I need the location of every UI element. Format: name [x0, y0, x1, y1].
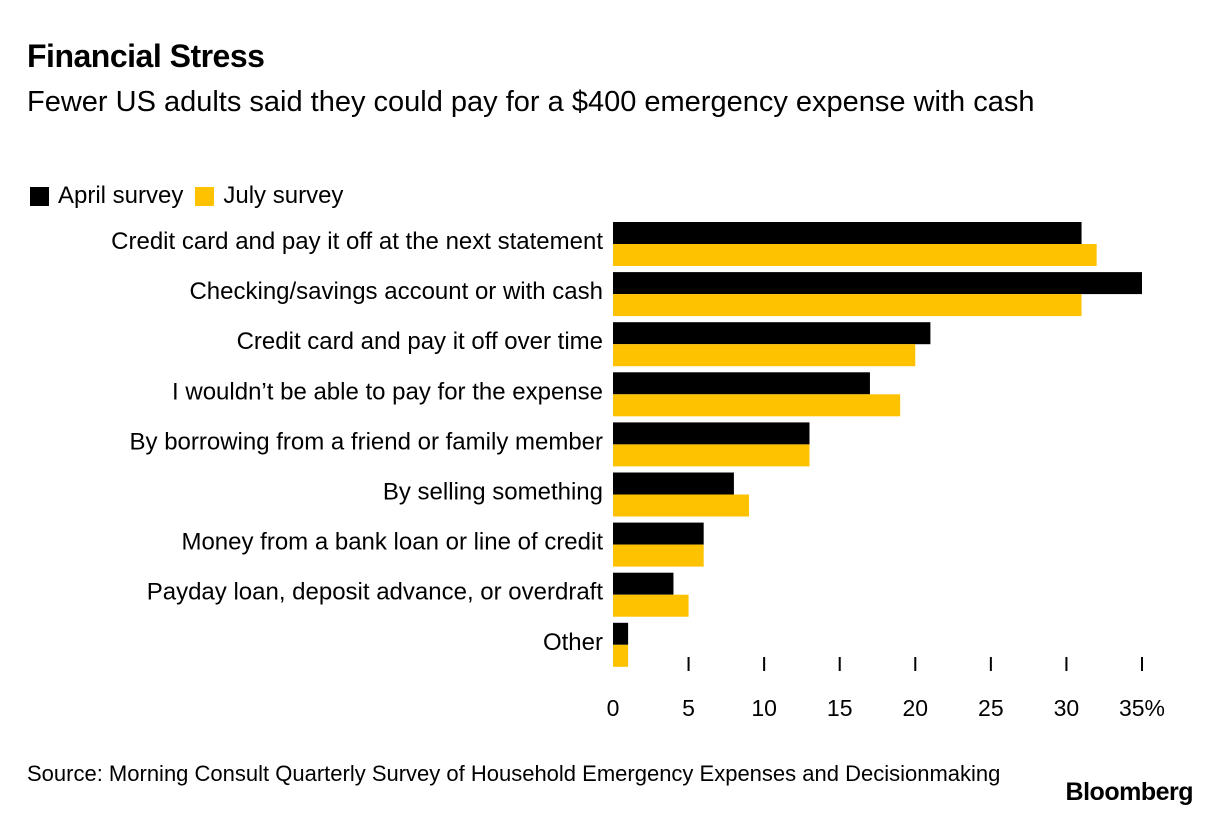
legend-item-april: April survey [30, 182, 183, 210]
x-tick-label: 0 [607, 695, 620, 721]
legend-label-april: April survey [58, 182, 184, 209]
bar-july [613, 494, 750, 517]
category-label: Checking/savings account or with cash [189, 278, 603, 305]
bar-july [613, 244, 1097, 266]
category-label: I wouldn’t be able to pay for the expens… [172, 378, 603, 405]
category-label: By borrowing from a friend or family mem… [130, 428, 603, 455]
chart-subtitle: Fewer US adults said they could pay for … [27, 86, 1035, 118]
category-label: By selling something [383, 479, 603, 506]
category-label: Other [543, 629, 603, 656]
bar-april [613, 572, 674, 595]
x-tick-label: 20 [902, 695, 928, 721]
bar-april [613, 222, 1082, 244]
bar-july [613, 594, 689, 617]
x-tick-label: 30 [1054, 695, 1080, 721]
source-note: Source: Morning Consult Quarterly Survey… [27, 761, 1001, 786]
bar-chart: Credit card and pay it off at the next s… [111, 222, 1165, 721]
legend-swatch-april [30, 186, 49, 206]
category-label: Credit card and pay it off over time [237, 328, 603, 355]
x-tick-label: 25 [978, 695, 1004, 721]
bar-april [613, 522, 704, 545]
bar-july [613, 294, 1082, 317]
category-label: Credit card and pay it off at the next s… [111, 228, 603, 255]
bloomberg-logo: Bloomberg [1065, 778, 1194, 806]
category-label: Money from a bank loan or line of credit [181, 529, 603, 556]
x-tick-label: 5 [682, 695, 695, 721]
chart-title: Financial Stress [27, 38, 265, 74]
bar-july [613, 344, 916, 367]
x-tick-label: 35% [1119, 695, 1165, 721]
bar-april [613, 272, 1142, 295]
bar-april [613, 372, 870, 395]
bar-april [613, 422, 810, 445]
bar-april [613, 322, 931, 345]
legend-item-july: July survey [195, 182, 343, 210]
category-label: Payday loan, deposit advance, or overdra… [147, 579, 604, 606]
x-tick-label: 10 [751, 695, 777, 721]
bar-july [613, 444, 810, 467]
bar-april [613, 622, 629, 645]
bar-july [613, 544, 704, 567]
bar-july [613, 394, 901, 417]
x-tick-label: 15 [827, 695, 853, 721]
legend-label-july: July survey [223, 182, 344, 209]
legend: April survey July survey [30, 181, 355, 211]
bar-july [613, 644, 629, 667]
bar-april [613, 472, 734, 495]
legend-swatch-july [195, 186, 215, 206]
